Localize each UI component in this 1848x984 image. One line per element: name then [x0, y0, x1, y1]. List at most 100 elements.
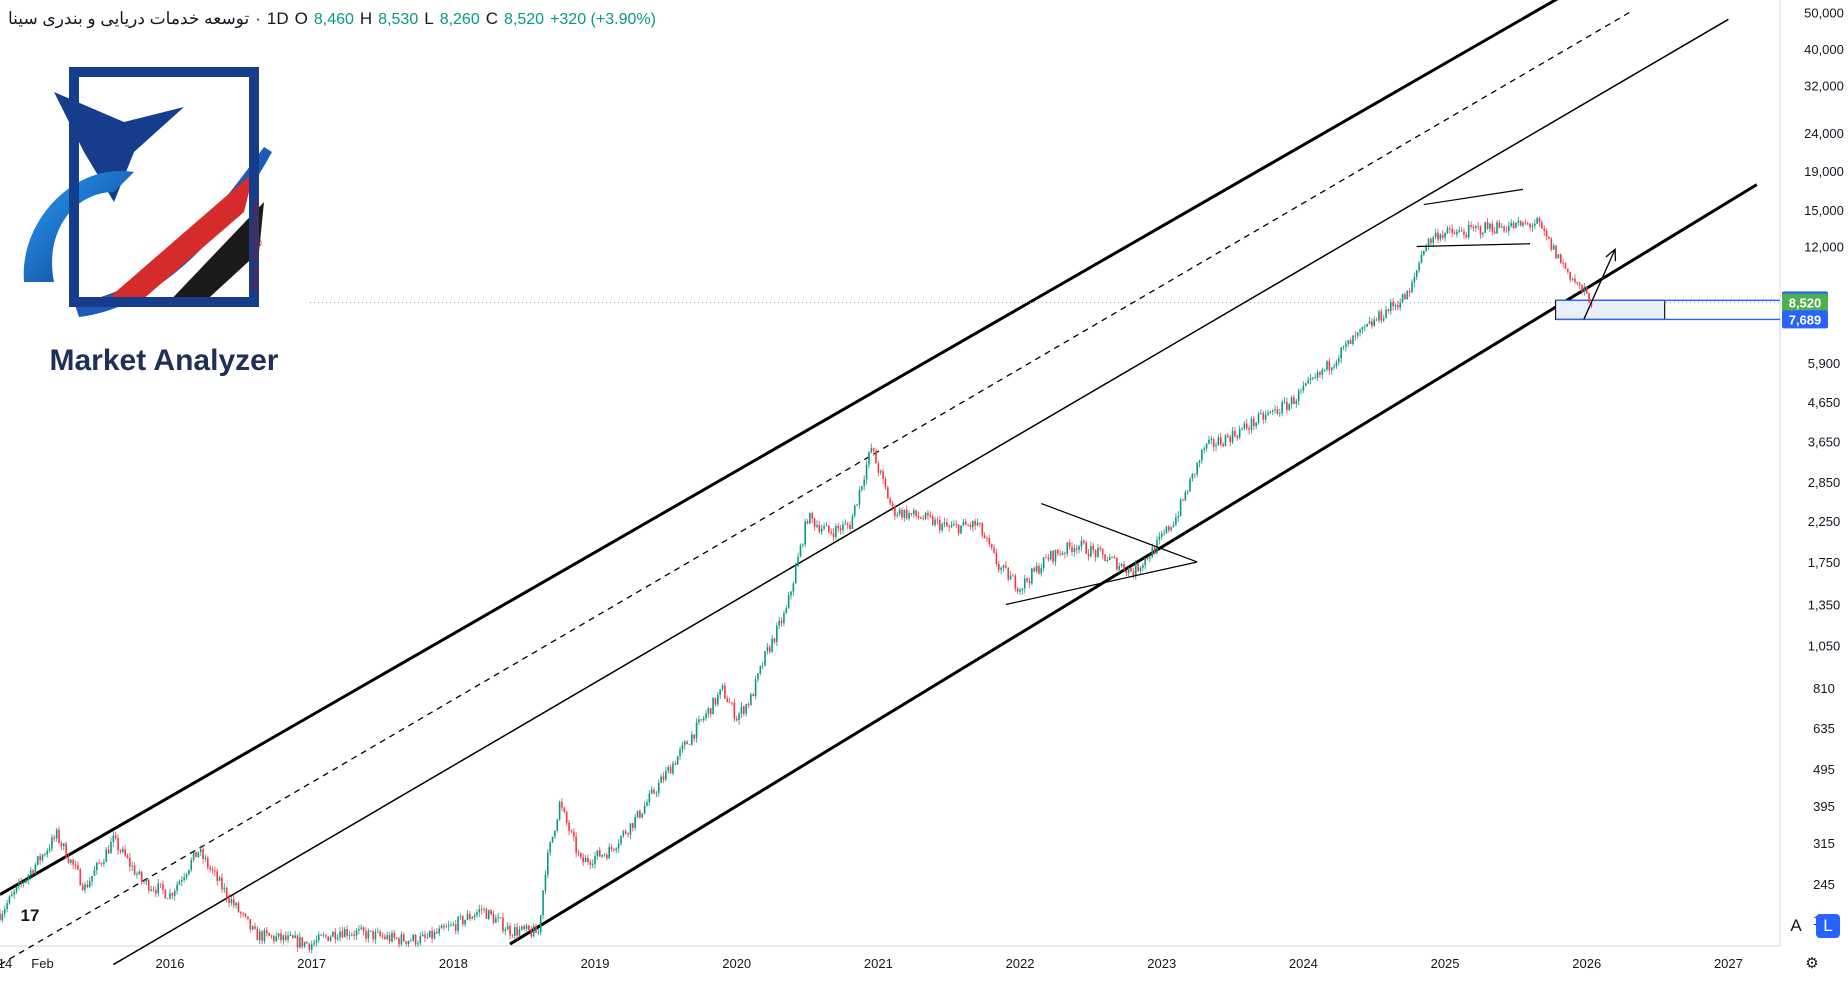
y-tick-label: 5,900: [1808, 356, 1841, 371]
candle-body: [303, 942, 306, 947]
projection-arrow[interactable]: [1583, 248, 1616, 320]
candle-body: [39, 856, 41, 861]
symbol-name[interactable]: توسعه خدمات دریایی و بندری سینا: [8, 9, 250, 28]
candle-body: [1517, 220, 1520, 223]
candle-body: [608, 847, 610, 859]
y-tick-label: 810: [1813, 681, 1835, 696]
candle-body: [447, 925, 450, 927]
price-tag-green[interactable]: [1782, 293, 1828, 312]
candle-body: [606, 854, 608, 859]
candle-body: [1281, 401, 1283, 413]
x-tick-label: 2020: [722, 956, 751, 971]
candle-body: [990, 544, 993, 548]
candle-body: [376, 931, 379, 933]
interval-label[interactable]: 1D: [266, 9, 289, 28]
candle-body: [1127, 568, 1130, 574]
triangle-bottom-line[interactable]: [1005, 561, 1198, 606]
candle-body: [1425, 246, 1427, 251]
candle-body: [152, 889, 155, 891]
candle-body: [1132, 571, 1135, 577]
support-zone[interactable]: [1554, 299, 1666, 321]
close-label: C: [485, 9, 499, 28]
candle-body: [70, 859, 72, 863]
auto-scale-button[interactable]: A: [1790, 916, 1802, 935]
candle-body: [1557, 254, 1560, 259]
top-channel-lower-line[interactable]: [1416, 243, 1531, 248]
candle-body: [487, 910, 490, 919]
candle-body: [974, 521, 976, 526]
y-tick-label: 1,750: [1808, 555, 1841, 570]
upper-channel-line[interactable]: [0, 0, 1629, 896]
candle-body: [471, 917, 474, 919]
candle-body: [1040, 568, 1043, 574]
candle-body: [1215, 445, 1217, 447]
candle-body: [1189, 478, 1191, 492]
candle-body: [1307, 379, 1309, 384]
candle-body: [325, 935, 327, 937]
candle-body: [306, 942, 308, 944]
candle-body: [1392, 301, 1394, 307]
candle-body: [740, 706, 743, 714]
candle-body: [1319, 372, 1321, 375]
candle-body: [1068, 542, 1071, 547]
candle-body: [1500, 226, 1503, 228]
candle-body: [1477, 226, 1479, 228]
candle-body: [1168, 526, 1170, 531]
candle-body: [402, 934, 405, 942]
candle-body: [3, 909, 6, 914]
candle-body: [1193, 473, 1196, 475]
candle-body: [1330, 367, 1333, 371]
candle-body: [1080, 540, 1083, 547]
candle-body: [1191, 473, 1194, 479]
log-scale-button[interactable]: L: [1816, 914, 1840, 938]
low-label: L: [424, 9, 434, 28]
candle-body: [839, 528, 842, 531]
candle-body: [1401, 294, 1404, 303]
candle-body: [280, 933, 282, 941]
candle-body: [1562, 263, 1564, 264]
market-analyzer-logo: Amir HaghParast Market Analyzer: [23, 67, 279, 377]
candle-body: [657, 782, 660, 793]
candle-body: [908, 513, 910, 519]
price-tag-blue[interactable]: [1782, 310, 1828, 329]
mid-solid-line[interactable]: [112, 18, 1729, 966]
candle-body: [412, 934, 415, 941]
candle-body: [504, 929, 507, 932]
candle-body: [1, 913, 4, 921]
candle-body: [181, 879, 183, 882]
candle-body: [206, 857, 209, 868]
candle-body: [88, 881, 91, 888]
y-tick-label: 15,000: [1804, 203, 1844, 218]
candle-body: [329, 936, 332, 942]
candle-body: [1021, 588, 1024, 590]
lower-channel-line[interactable]: [509, 183, 1758, 946]
candle-body: [417, 943, 419, 945]
candle-body: [490, 910, 492, 915]
candle-body: [114, 835, 117, 838]
candle-body: [499, 917, 502, 919]
candle-body: [941, 524, 943, 531]
candle-body: [1588, 293, 1590, 303]
candle-body: [341, 931, 344, 938]
price-axis-area[interactable]: [1780, 0, 1848, 984]
top-channel-upper-line[interactable]: [1423, 188, 1524, 206]
settings-gear-icon[interactable]: ⚙: [1805, 955, 1819, 972]
candle-body: [372, 930, 374, 940]
x-tick-label: 2019: [581, 956, 610, 971]
candle-body: [1458, 230, 1461, 232]
triangle-top-line[interactable]: [1041, 502, 1198, 563]
candle-body: [707, 708, 710, 714]
candle-body: [813, 518, 816, 527]
candle-body: [993, 547, 995, 553]
candle-body: [820, 528, 823, 532]
candle-body: [979, 522, 981, 524]
candle-body: [1432, 237, 1435, 243]
candle-body: [1234, 430, 1236, 436]
candle-body: [794, 566, 797, 584]
candle-body: [1491, 223, 1494, 232]
tradingview-icon[interactable]: 17: [10, 900, 50, 930]
candle-body: [381, 935, 384, 937]
candle-body: [1099, 547, 1102, 550]
candle-body: [1083, 540, 1085, 543]
